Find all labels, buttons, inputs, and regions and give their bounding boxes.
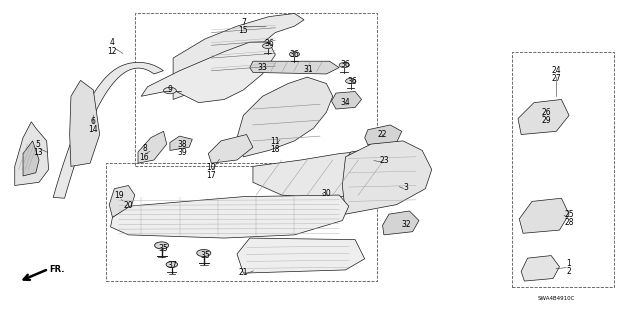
Text: 35: 35 (200, 251, 210, 260)
Text: 24: 24 (552, 66, 561, 75)
Text: 20: 20 (124, 201, 133, 210)
Polygon shape (208, 134, 253, 163)
Circle shape (339, 62, 349, 68)
Text: 7: 7 (241, 19, 246, 28)
Polygon shape (383, 211, 419, 235)
Text: 35: 35 (159, 244, 168, 253)
Text: 39: 39 (178, 148, 188, 157)
Text: 33: 33 (258, 63, 268, 72)
Polygon shape (53, 62, 163, 198)
Text: 23: 23 (379, 156, 388, 164)
Text: 11: 11 (271, 137, 280, 146)
Text: 27: 27 (552, 74, 561, 83)
Polygon shape (346, 149, 381, 168)
Text: 9: 9 (168, 85, 172, 94)
Text: 36: 36 (347, 77, 357, 86)
Circle shape (289, 52, 300, 57)
Text: 10: 10 (207, 163, 216, 172)
Polygon shape (519, 198, 569, 233)
Polygon shape (141, 42, 275, 103)
Polygon shape (521, 256, 559, 281)
Polygon shape (365, 125, 402, 145)
Text: 5: 5 (35, 140, 40, 148)
Text: 13: 13 (33, 148, 42, 156)
Text: 16: 16 (140, 153, 149, 162)
Polygon shape (198, 52, 250, 93)
Text: 36: 36 (264, 39, 274, 48)
Text: 8: 8 (142, 144, 147, 153)
Polygon shape (70, 80, 100, 166)
Text: 14: 14 (88, 125, 98, 134)
Polygon shape (237, 238, 365, 273)
Text: 32: 32 (401, 220, 411, 229)
Text: 36: 36 (289, 50, 300, 59)
Polygon shape (170, 136, 192, 150)
Text: 37: 37 (167, 261, 177, 270)
Circle shape (166, 262, 177, 268)
Circle shape (164, 87, 176, 94)
Polygon shape (173, 13, 304, 100)
Text: 26: 26 (542, 108, 552, 117)
Polygon shape (23, 141, 39, 176)
Text: 25: 25 (564, 210, 574, 219)
Text: 29: 29 (542, 116, 552, 125)
Text: 18: 18 (271, 145, 280, 154)
Circle shape (346, 78, 356, 84)
Text: 3: 3 (404, 183, 409, 192)
Text: 1: 1 (566, 259, 572, 268)
Text: 22: 22 (378, 130, 387, 139)
Polygon shape (109, 186, 135, 217)
Polygon shape (332, 92, 362, 109)
Text: 17: 17 (207, 171, 216, 180)
Polygon shape (237, 77, 333, 157)
Text: 36: 36 (340, 60, 351, 69)
Polygon shape (518, 100, 569, 134)
Circle shape (196, 250, 211, 257)
Text: 6: 6 (91, 117, 96, 126)
Text: 2: 2 (566, 267, 572, 276)
Circle shape (155, 242, 169, 249)
Polygon shape (253, 150, 416, 198)
Text: 19: 19 (114, 191, 124, 200)
Text: FR.: FR. (49, 265, 65, 275)
Text: 31: 31 (304, 65, 314, 74)
Text: 30: 30 (321, 189, 332, 198)
Polygon shape (15, 122, 49, 186)
Polygon shape (342, 141, 432, 214)
Polygon shape (250, 61, 339, 74)
Polygon shape (138, 131, 167, 163)
Circle shape (262, 44, 273, 49)
Text: 4: 4 (110, 38, 115, 47)
Text: 28: 28 (564, 218, 574, 227)
Text: 12: 12 (108, 47, 117, 56)
Text: SWA4B4910C: SWA4B4910C (538, 296, 575, 301)
Text: 15: 15 (239, 27, 248, 36)
Text: 34: 34 (340, 98, 351, 107)
Polygon shape (111, 195, 349, 238)
Text: 38: 38 (178, 140, 188, 149)
Text: 21: 21 (239, 268, 248, 277)
